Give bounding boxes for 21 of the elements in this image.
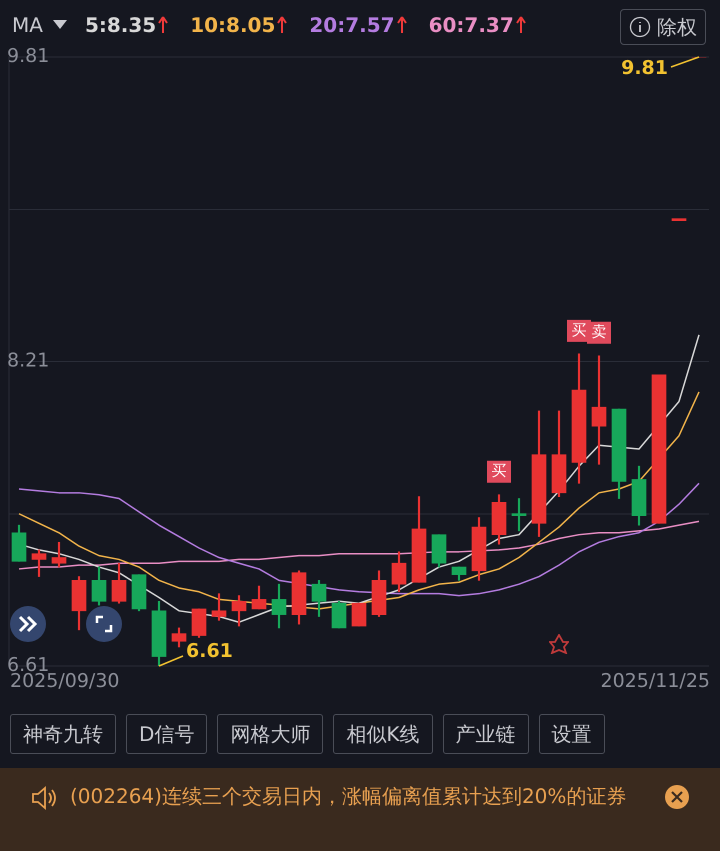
- text: 2025/11/25: [600, 670, 710, 692]
- legend-label: 5:8.35: [84, 13, 156, 37]
- text: (002264)连续三个交易日内，涨幅偏离值累计达到20%的证券: [70, 783, 628, 810]
- annotation: 6.61: [186, 640, 233, 662]
- legend-title: MA: [12, 13, 43, 37]
- text: 相似K线: [333, 714, 433, 754]
- text: D信号: [126, 714, 208, 754]
- annotation: 买: [492, 462, 506, 480]
- text: 20:7.57: [309, 13, 395, 37]
- text: 产业链: [442, 714, 529, 754]
- text: 设置: [538, 714, 605, 754]
- annotation: 9.81: [621, 56, 668, 79]
- text: 网格大师: [217, 714, 324, 754]
- y-tick-label: 8.21: [7, 349, 50, 372]
- y-tick-label: 9.81: [7, 44, 50, 67]
- text: 10:8.05: [190, 13, 276, 37]
- text: 除权: [657, 14, 697, 40]
- annotation: 买: [572, 320, 586, 339]
- text: 神奇九转: [10, 714, 116, 754]
- annotation: 卖: [592, 322, 606, 341]
- text: 60:7.37: [428, 13, 514, 37]
